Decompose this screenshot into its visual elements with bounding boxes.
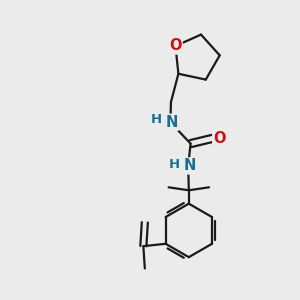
Text: N: N — [184, 158, 196, 173]
Text: H: H — [151, 113, 162, 126]
Text: O: O — [169, 38, 182, 53]
Text: O: O — [213, 131, 226, 146]
Text: N: N — [166, 115, 178, 130]
Text: H: H — [168, 158, 179, 171]
